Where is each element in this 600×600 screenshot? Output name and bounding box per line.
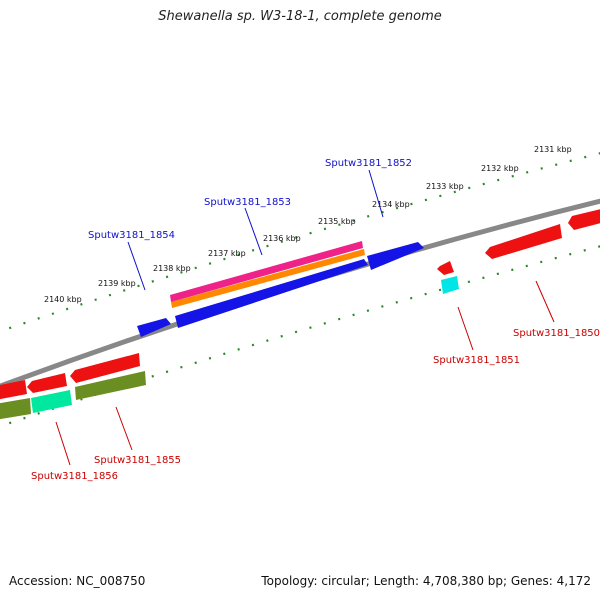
gene-sputw3181-1853-cds [175, 259, 368, 328]
gene-sputw3181-1856-teal [31, 390, 72, 413]
gene-sputw3181-1855-olive [75, 371, 146, 400]
accession-text: Accession: NC_008750 [9, 574, 146, 588]
tick-label-2139: 2139 kbp [98, 279, 136, 288]
leader-sputw3181-1855 [115, 406, 133, 451]
gene-sputw3181-1853-orange [171, 249, 365, 308]
tick-label-2132: 2132 kbp [481, 164, 519, 173]
gene-sputw3181-1851-cyan [441, 276, 459, 294]
gene-sputw3181-1850-cds [485, 224, 562, 259]
leader-sputw3181-1850 [535, 280, 555, 323]
leader-sputw3181-1856 [55, 421, 71, 466]
tick-label-2134: 2134 kbp [372, 200, 410, 209]
leader-sputw3181-1852 [368, 169, 384, 218]
tick-label-2136: 2136 kbp [263, 234, 301, 243]
inner-tick-row [0, 245, 600, 428]
tick-label-2140: 2140 kbp [44, 295, 82, 304]
tick-label-2133: 2133 kbp [426, 182, 464, 191]
gene-left-olive [0, 398, 31, 420]
gene-label-1850: Sputw3181_1850 [513, 328, 600, 339]
gene-sputw3181-1855-cds [70, 353, 140, 383]
leader-sputw3181-1854 [127, 241, 146, 291]
gene-far-right-cds [568, 209, 600, 230]
gene-sputw3181-1856-cds [27, 373, 67, 393]
gene-sputw3181-1853-pink [170, 241, 363, 302]
gene-label-1853: Sputw3181_1853 [204, 197, 291, 208]
tick-label-2137: 2137 kbp [208, 249, 246, 258]
gene-sputw3181-1852-cds [367, 242, 424, 270]
gene-label-1852: Sputw3181_1852 [325, 158, 412, 169]
gene-label-1854: Sputw3181_1854 [88, 230, 175, 241]
tick-label-2138: 2138 kbp [153, 264, 191, 273]
gene-sputw3181-1851-cds [437, 261, 454, 275]
gene-label-1855: Sputw3181_1855 [94, 455, 181, 466]
tick-label-2135: 2135 kbp [318, 217, 356, 226]
gene-sputw3181-1854-cds [137, 318, 171, 337]
gene-label-1856: Sputw3181_1856 [31, 471, 118, 482]
leader-sputw3181-1853 [244, 207, 263, 256]
gene-left-cds [0, 380, 27, 400]
gene-label-1851: Sputw3181_1851 [433, 355, 520, 366]
map-title: Shewanella sp. W3-18-1, complete genome [158, 9, 442, 24]
tick-label-2131: 2131 kbp [534, 145, 572, 154]
outer-tick-row [0, 152, 600, 333]
topology-text: Topology: circular; Length: 4,708,380 bp… [261, 574, 591, 588]
leader-sputw3181-1851 [457, 306, 474, 351]
